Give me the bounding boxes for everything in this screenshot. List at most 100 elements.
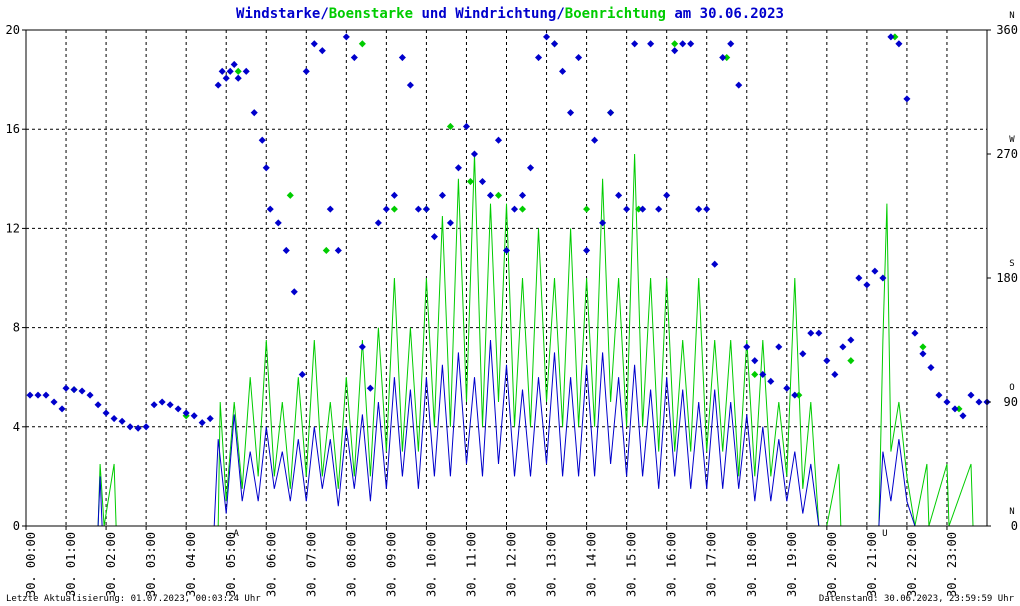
wind-dir-point-114	[903, 95, 911, 103]
x-tick-21: 30. 21:00	[865, 532, 879, 597]
gust-dir-point-6	[390, 205, 398, 213]
wind-dir-point-0	[26, 391, 34, 399]
x-tick-6: 30. 06:00	[264, 532, 278, 597]
wind-dir-point-96	[759, 370, 767, 378]
wind-dir-point-43	[334, 246, 342, 254]
wind-dir-point-29	[234, 74, 242, 82]
wind-dir-point-3	[50, 398, 58, 406]
wind-dir-point-45	[350, 54, 358, 62]
wind-dir-point-105	[831, 370, 839, 378]
wind-dir-point-50	[390, 191, 398, 199]
y-right-direction-0: N	[1009, 507, 1014, 517]
wind-dir-point-78	[615, 191, 623, 199]
wind-dir-point-59	[462, 122, 470, 130]
wind-dir-point-106	[839, 343, 847, 351]
wind-dir-point-23	[206, 414, 214, 423]
wind-dir-point-94	[743, 343, 751, 351]
y-left-axis: 0 4 8 12 16 20	[6, 23, 26, 533]
wind-dir-point-70	[551, 40, 559, 48]
title-part-0: Windstarke	[236, 6, 320, 22]
y-left-tick-3: 12	[6, 221, 20, 235]
y-right-tick-1: 90	[1004, 395, 1018, 409]
wind-dir-point-34	[266, 205, 274, 213]
wind-dir-point-113	[895, 40, 903, 48]
wind-dir-point-66	[518, 191, 527, 199]
gust-dir-point-18	[751, 370, 759, 378]
wind-dir-point-35	[274, 219, 282, 227]
wind-dir-point-53	[414, 205, 422, 213]
gust-dir-point-10	[494, 191, 503, 199]
event-marker-1: U	[882, 529, 887, 539]
wind-dir-point-82	[647, 40, 655, 48]
wind-dir-point-30	[242, 67, 250, 75]
wind-dir-point-121	[959, 412, 967, 420]
wind-dir-point-117	[927, 364, 935, 372]
y-right-direction-4: N	[1009, 11, 1014, 21]
x-tick-23: 30. 23:00	[945, 532, 959, 597]
gust-dir-point-15	[635, 205, 643, 213]
wind-dir-point-89	[703, 205, 711, 213]
wind-dir-point-101	[799, 350, 807, 358]
wind-dir-point-71	[559, 67, 567, 75]
wind-dir-point-42	[326, 205, 334, 213]
x-tick-7: 30. 07:00	[304, 532, 318, 597]
gust-dir-point-19	[795, 391, 803, 399]
y-right-direction-2: S	[1009, 259, 1014, 269]
wind-dir-point-103	[815, 329, 823, 337]
x-axis: 30. 00:00 30. 01:00 30. 02:00 30. 03:00 30. …	[24, 526, 959, 597]
wind-dir-point-60	[470, 150, 479, 158]
wind-dir-point-72	[567, 109, 575, 117]
wind-dir-point-25	[218, 67, 226, 75]
wind-dir-point-39	[302, 67, 310, 75]
title-part-5: /	[556, 6, 564, 22]
y-right-tick-3: 270	[996, 147, 1018, 161]
wind-speed-line	[26, 339, 987, 527]
y-right-direction-1: O	[1009, 383, 1014, 393]
footer-data-status: Datenstand: 30.06.2023, 23:59:59 Uhr	[819, 594, 1015, 604]
wind-dir-point-54	[422, 205, 430, 213]
wind-dir-point-86	[679, 40, 687, 48]
wind-dir-point-2	[42, 391, 50, 399]
wind-dir-point-55	[430, 233, 438, 241]
x-tick-13: 30. 13:00	[545, 532, 559, 597]
gust-dir-point-8	[446, 122, 454, 130]
wind-dir-point-85	[671, 47, 679, 55]
wind-dir-point-49	[382, 205, 390, 213]
y-right-tick-0: 0	[1011, 519, 1018, 533]
wind-dir-point-116	[919, 350, 927, 358]
wind-dir-point-118	[935, 391, 943, 399]
title-part-1: /	[320, 6, 328, 22]
wind-dir-point-6	[70, 386, 78, 394]
x-tick-0: 30. 00:00	[24, 532, 38, 597]
wind-direction-series	[26, 33, 991, 432]
y-left-tick-2: 8	[13, 321, 20, 335]
wind-dir-point-8	[86, 391, 94, 399]
wind-dir-point-84	[663, 191, 671, 199]
wind-dir-point-21	[190, 412, 198, 420]
gust-dir-point-9	[466, 178, 474, 186]
wind-dir-point-7	[78, 387, 86, 395]
wind-dir-point-100	[791, 391, 799, 399]
wind-dir-point-120	[951, 405, 959, 413]
wind-dir-point-48	[374, 219, 382, 227]
x-tick-22: 30. 22:00	[905, 532, 919, 597]
wind-dir-point-63	[494, 136, 503, 144]
wind-dir-point-108	[855, 274, 863, 282]
wind-dir-point-109	[863, 281, 871, 289]
wind-dir-point-40	[310, 40, 318, 48]
wind-dir-point-77	[607, 109, 615, 117]
wind-dir-point-122	[967, 391, 975, 399]
title-part-4: Windrichtung	[455, 6, 556, 22]
wind-dir-point-9	[94, 401, 102, 409]
wind-dir-point-22	[198, 419, 206, 427]
y-right-direction-3: W	[1009, 135, 1015, 145]
event-marker-0: A	[234, 529, 240, 539]
wind-dir-point-5	[62, 384, 70, 392]
wind-dir-point-123	[975, 398, 983, 406]
wind-dir-point-64	[502, 246, 511, 254]
wind-dir-point-68	[534, 54, 543, 62]
gust-dir-point-13	[583, 205, 591, 213]
wind-dir-point-14	[134, 424, 142, 432]
gust-dir-point-16	[671, 40, 679, 48]
